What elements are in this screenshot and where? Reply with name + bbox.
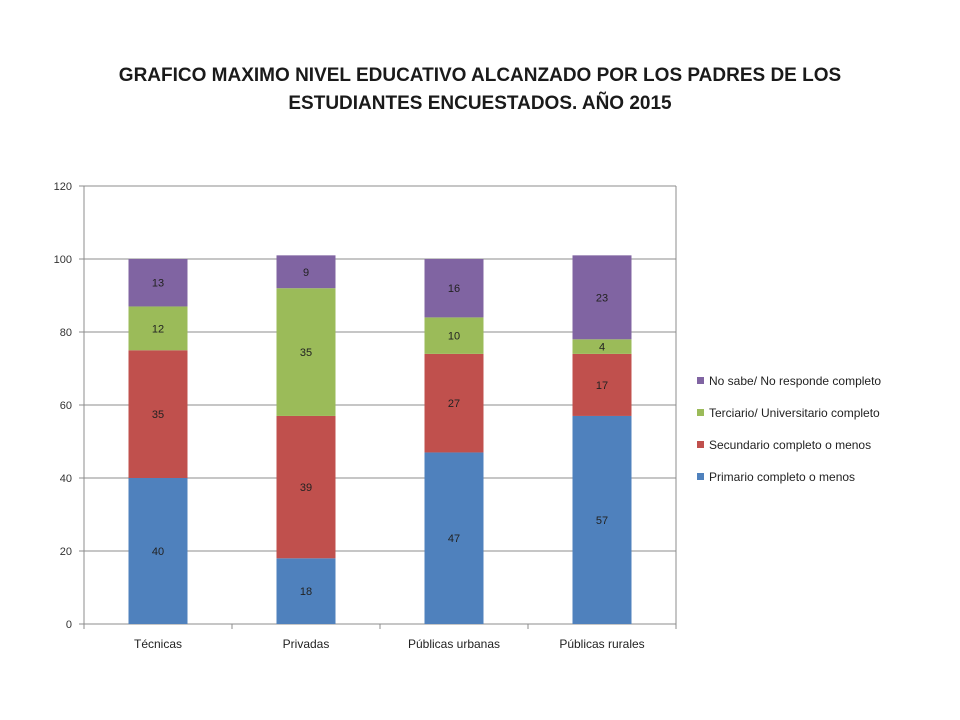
bar-segment-1	[572, 415, 632, 624]
y-tick-label: 60	[60, 400, 72, 412]
data-label: 35	[152, 409, 164, 421]
y-tick-label: 0	[66, 619, 72, 631]
legend-swatch	[697, 473, 704, 480]
data-label: 10	[448, 331, 460, 343]
bar-segment-2	[572, 353, 632, 416]
data-label: 57	[596, 515, 608, 527]
bar-segment-1	[276, 558, 336, 624]
legend-label: No sabe/ No responde completo	[709, 374, 881, 388]
y-tick-label: 100	[54, 254, 72, 266]
y-tick-label: 80	[60, 327, 72, 339]
data-label: 47	[448, 533, 460, 545]
legend-swatch	[697, 409, 704, 416]
bar-segment-3	[276, 288, 336, 416]
bar-segment-4	[128, 259, 188, 307]
data-label: 40	[152, 546, 164, 558]
data-label: 17	[596, 380, 608, 392]
legend-label: Primario completo o menos	[709, 470, 855, 484]
data-label: 12	[152, 323, 164, 335]
x-category-label: Técnicas	[134, 637, 182, 651]
legend-swatch	[697, 441, 704, 448]
legend-label: Terciario/ Universitario completo	[709, 406, 880, 420]
bar-segment-1	[424, 452, 484, 624]
legend-label: Secundario completo o menos	[709, 438, 871, 452]
bar-segment-3	[424, 317, 484, 354]
bar-segment-4	[572, 255, 632, 340]
x-category-label: Públicas urbanas	[408, 637, 500, 651]
bar-segment-2	[128, 350, 188, 478]
legend-swatch	[697, 377, 704, 384]
bar-segment-4	[276, 255, 336, 289]
data-label: 9	[303, 267, 309, 279]
data-label: 39	[300, 482, 312, 494]
chart-title-line-1: GRAFICO MAXIMO NIVEL EDUCATIVO ALCANZADO…	[118, 65, 842, 86]
y-tick-label: 120	[54, 181, 72, 193]
data-label: 18	[300, 586, 312, 598]
data-label: 35	[300, 347, 312, 359]
data-label: 16	[448, 283, 460, 295]
data-label: 27	[448, 398, 460, 410]
x-category-label: Privadas	[283, 637, 330, 651]
data-label: 13	[152, 278, 164, 290]
x-category-label: Públicas rurales	[559, 637, 644, 651]
bar-segment-3	[572, 339, 632, 354]
bar-segment-2	[424, 353, 484, 453]
data-label: 23	[596, 292, 608, 304]
chart-title: GRAFICO MAXIMO NIVEL EDUCATIVO ALCANZADO…	[60, 62, 900, 118]
y-tick-label: 40	[60, 473, 72, 485]
chart-title-line-2: ESTUDIANTES ENCUESTADOS. AÑO 2015	[288, 93, 672, 114]
bar-segment-4	[424, 259, 484, 318]
y-tick-label: 20	[60, 546, 72, 558]
bar-segment-3	[128, 306, 188, 351]
data-label: 4	[599, 342, 605, 354]
bar-segment-2	[276, 415, 336, 559]
bar-segment-1	[128, 478, 188, 624]
